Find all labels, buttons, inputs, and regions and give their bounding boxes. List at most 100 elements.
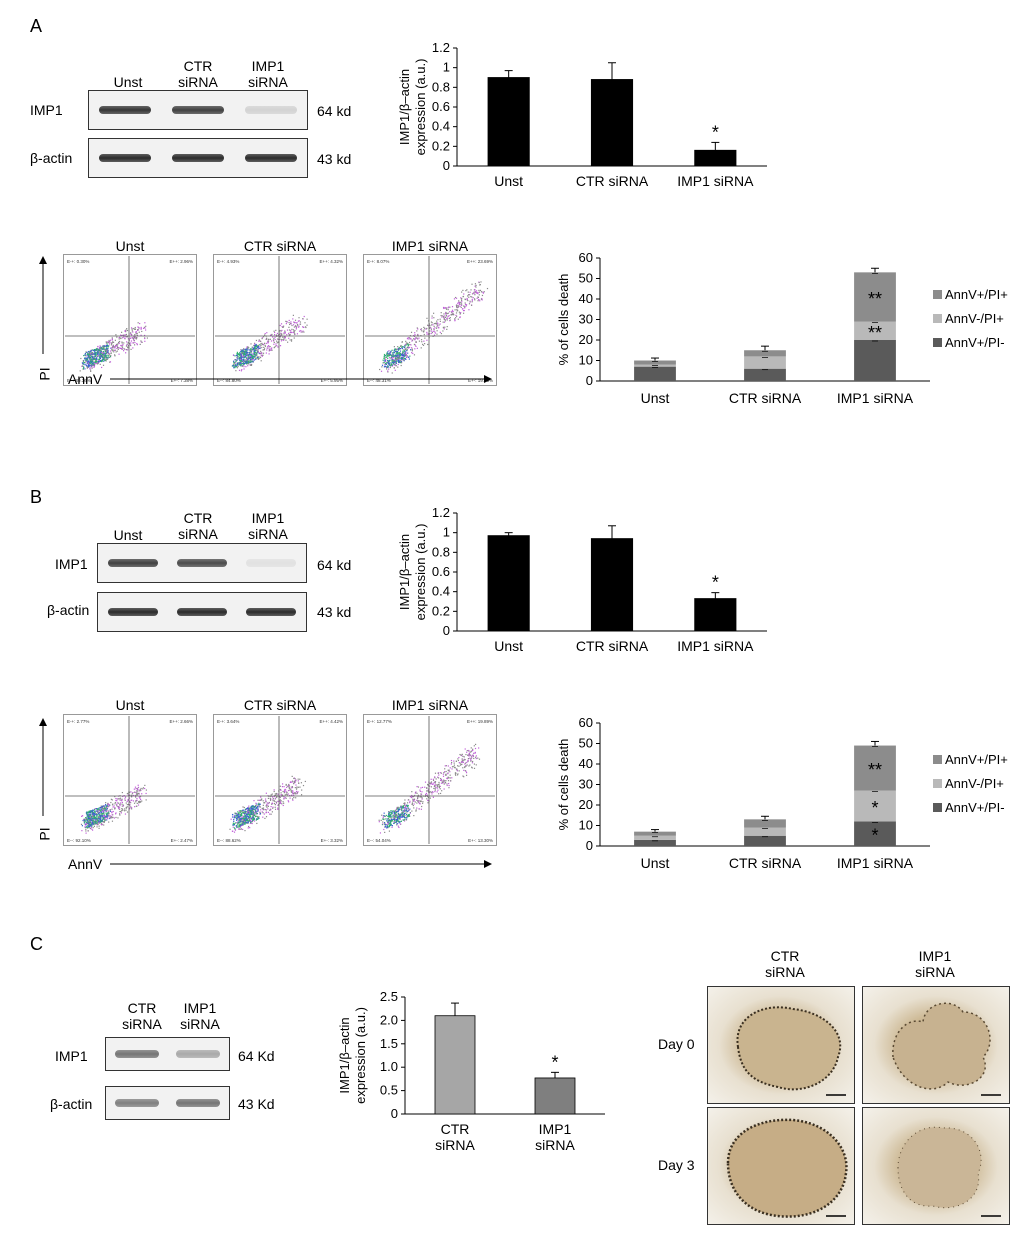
y-tick-label: 0.4 <box>432 584 450 599</box>
y-tick-label: 0.6 <box>432 564 450 579</box>
bar <box>534 1077 576 1115</box>
blot-band <box>99 154 152 162</box>
bar <box>434 1015 476 1115</box>
y-tick-label: 0.8 <box>432 79 450 94</box>
legend-label: AnnV+/PI+ <box>945 287 1008 302</box>
legend-swatch <box>933 803 942 812</box>
bar <box>694 598 737 632</box>
plot-frame <box>213 714 347 846</box>
y-tick-label: 1 <box>443 525 450 540</box>
significance-star: ** <box>868 289 882 309</box>
y-tick-label: 20 <box>579 797 593 812</box>
quadrant-value: E--: 48.31% <box>367 378 391 383</box>
micrograph-imp1-day0 <box>862 986 1010 1104</box>
legend-swatch <box>933 290 942 299</box>
y-tick-label: 10 <box>579 353 593 368</box>
pi-axis-label: PI <box>36 827 53 841</box>
bar <box>590 79 634 167</box>
cell-death-chart-a: 0 10 20 30 40 50 60 Unst CTR siRNA ** ** IMP1 siRNA… <box>556 250 1008 406</box>
quadrant-value: E++: 19.89% <box>467 719 493 724</box>
stacked-bar-segment <box>744 368 786 381</box>
blot-band <box>171 154 225 162</box>
blot-row-label: β-actin <box>30 150 73 166</box>
quadrant-value: E-+: 4.93% <box>217 259 239 264</box>
lane-label: CTR siRNA <box>122 1000 162 1032</box>
kd-label: 64 Kd <box>238 1048 275 1064</box>
y-tick-label: 40 <box>579 291 593 306</box>
y-tick-label: 2.0 <box>380 1012 398 1027</box>
y-tick-label: 1.2 <box>432 40 450 55</box>
y-tick-label: 1 <box>443 60 450 75</box>
blot-row-label: β-actin <box>47 602 90 618</box>
blot-band <box>177 608 227 616</box>
flow-title: Unst <box>115 697 145 713</box>
stacked-bar-segment <box>854 790 896 822</box>
x-tick-label: siRNA <box>435 1137 475 1153</box>
quadrant-value: E--: 84.80% <box>217 378 241 383</box>
legend-label: AnnV+/PI- <box>945 335 1005 350</box>
stacked-bar-segment <box>634 839 676 846</box>
flow-plot: E-+: 12.77% E++: 19.89% E--: 54.04% E+-: 13… <box>363 714 497 846</box>
micrograph-column-label: CTR siRNA <box>765 948 805 980</box>
stacked-bar-segment <box>634 831 676 836</box>
quadrant-value: E--: 92.10% <box>67 838 91 843</box>
blot-strip <box>88 138 308 178</box>
x-tick-label: Unst <box>494 173 523 189</box>
flow-title: IMP1 siRNA <box>391 697 469 713</box>
quadrant-value: E++: 23.69% <box>467 259 493 264</box>
y-tick-label: 0.2 <box>432 603 450 618</box>
blot-band <box>244 154 297 162</box>
flow-plot: E-+: 3.64% E++: 4.42% E--: 88.62% E+-: 3.32… <box>213 714 347 846</box>
legend-label: AnnV+/PI- <box>945 800 1005 815</box>
blot-row-label: IMP1 <box>30 102 63 118</box>
y-tick-label: 0 <box>443 623 450 638</box>
quadrant-value: E++: 2.96% <box>169 259 193 264</box>
x-tick-label: IMP1 siRNA <box>677 173 754 189</box>
blot-strip <box>105 1086 230 1120</box>
pi-axis-label: PI <box>36 367 53 381</box>
stacked-bar-segment <box>744 350 786 357</box>
flow-title: CTR siRNA <box>243 697 317 713</box>
lane-label: CTR siRNA <box>178 58 218 90</box>
stacked-bar-segment <box>744 356 786 369</box>
y-tick-label: 1.0 <box>380 1059 398 1074</box>
panel-label-a: A <box>30 16 43 36</box>
quadrant-value: E++: 4.32% <box>319 259 343 264</box>
flow-plot: E-+: 2.77% E++: 2.66% E--: 92.10% E+-: 2.47… <box>63 714 197 846</box>
y-axis-label: IMP1/β–actin <box>397 534 412 610</box>
expression-chart-a: 0 0.2 0.4 0.6 0.8 1 1.2 Unst CTR siRNA * IMP1 siRN… <box>397 40 767 189</box>
stacked-bar-segment <box>854 745 896 791</box>
quadrant-value: E-+: 12.77% <box>367 719 392 724</box>
y-axis-label: IMP1/β–actin <box>337 1017 352 1093</box>
stacked-bar-segment <box>854 340 896 381</box>
y-axis-label: % of cells death <box>556 274 571 366</box>
flow-plot: E-+: 0.30% E++: 2.96% E--: 89.36% E+-: 7.38… <box>63 254 197 386</box>
y-tick-label: 0 <box>586 373 593 388</box>
stacked-bar-segment <box>744 819 786 828</box>
flow-plot: E-+: 4.93% E++: 4.32% E--: 84.80% E+-: 5.95… <box>213 254 347 386</box>
flow-title: CTR siRNA <box>243 238 317 254</box>
y-tick-label: 30 <box>579 312 593 327</box>
y-tick-label: 0.5 <box>380 1083 398 1098</box>
lane-label: IMP1 siRNA <box>248 58 288 90</box>
quadrant-value: E++: 4.42% <box>319 719 343 724</box>
lane-label: Unst <box>113 74 143 90</box>
event-cloud <box>379 281 489 374</box>
plot-frame <box>363 254 497 386</box>
y-tick-label: 0 <box>443 158 450 173</box>
micrograph-row-label: Day 0 <box>658 1036 695 1052</box>
event-cloud <box>229 775 306 833</box>
blot-band <box>107 559 158 567</box>
stacked-bar-segment <box>634 360 676 365</box>
bar <box>487 77 530 167</box>
event-cloud <box>80 784 147 834</box>
blot-band <box>99 106 152 114</box>
quadrant-value: E--: 88.62% <box>217 838 241 843</box>
pi-axis-arrow <box>39 718 47 816</box>
quadrant-value: E+-: 7.38% <box>171 378 193 383</box>
event-cloud <box>378 743 481 834</box>
significance-star: * <box>871 826 878 846</box>
blot-strip <box>88 90 308 130</box>
y-tick-label: 0 <box>391 1106 398 1121</box>
